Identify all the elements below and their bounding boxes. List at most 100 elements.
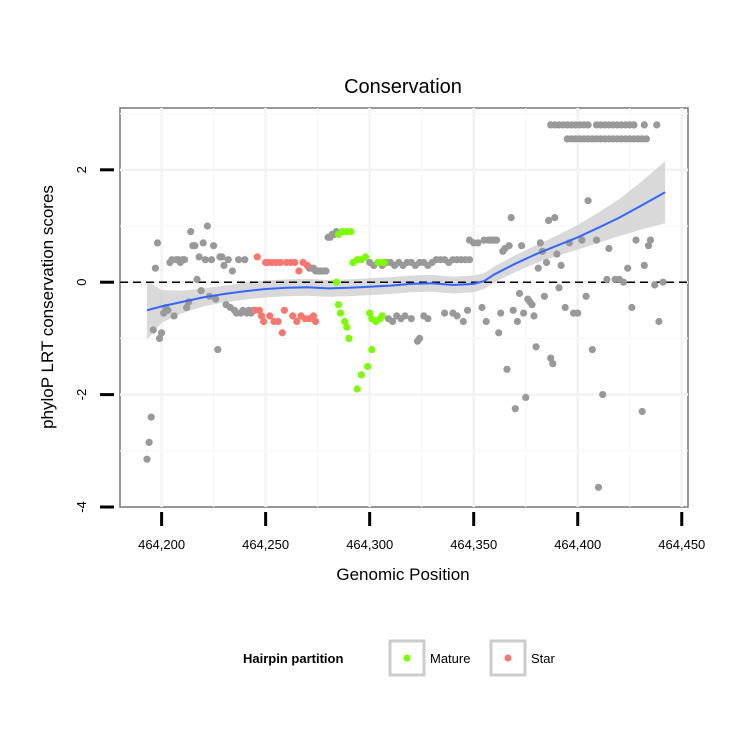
point-other-117 bbox=[493, 236, 501, 244]
point-mature-7 bbox=[361, 253, 370, 261]
point-star-11 bbox=[274, 317, 282, 326]
point-star-18 bbox=[291, 258, 299, 267]
legend-star-dot bbox=[504, 654, 512, 662]
point-other-47 bbox=[241, 256, 249, 264]
point-other-44 bbox=[235, 256, 243, 264]
point-other-195 bbox=[640, 121, 648, 129]
point-other-149 bbox=[561, 303, 569, 312]
point-other-194 bbox=[630, 121, 638, 129]
point-other-39 bbox=[224, 256, 232, 264]
y-axis-label: phyloP LRT conservation scores bbox=[38, 185, 57, 429]
point-other-1 bbox=[145, 438, 153, 446]
point-other-165 bbox=[624, 264, 632, 272]
x-tick-label-5: 464,450 bbox=[658, 537, 705, 552]
point-other-24 bbox=[193, 275, 201, 283]
legend-title: Hairpin partition bbox=[243, 651, 343, 666]
point-other-137 bbox=[534, 264, 542, 272]
point-other-26 bbox=[197, 287, 205, 295]
point-mature-14 bbox=[341, 317, 349, 326]
point-other-110 bbox=[478, 303, 486, 312]
point-other-105 bbox=[459, 317, 467, 326]
point-other-216 bbox=[642, 135, 651, 143]
point-other-130 bbox=[520, 309, 528, 317]
legend-entry-mature: Mature bbox=[388, 639, 470, 677]
point-other-125 bbox=[509, 306, 517, 314]
point-other-142 bbox=[545, 216, 553, 224]
y-tick-label-2: 0 bbox=[74, 279, 89, 286]
point-other-112 bbox=[482, 317, 490, 326]
chart-title: Conservation bbox=[344, 76, 462, 98]
point-other-119 bbox=[497, 309, 505, 317]
point-other-118 bbox=[495, 329, 503, 337]
x-tick-label-0: 464,200 bbox=[138, 537, 185, 552]
point-other-104 bbox=[453, 312, 461, 320]
point-star-14 bbox=[280, 306, 288, 314]
point-other-172 bbox=[651, 281, 659, 289]
point-mature-16 bbox=[345, 334, 353, 342]
point-other-131 bbox=[522, 393, 530, 401]
point-other-155 bbox=[584, 197, 592, 205]
point-other-141 bbox=[542, 258, 551, 267]
point-other-33 bbox=[212, 295, 220, 303]
point-other-169 bbox=[640, 261, 648, 269]
point-other-3 bbox=[149, 326, 157, 334]
legend-label-star: Star bbox=[531, 651, 556, 666]
point-star-7 bbox=[266, 312, 274, 320]
point-star-27 bbox=[312, 317, 320, 326]
point-other-36 bbox=[218, 253, 226, 261]
point-other-128 bbox=[515, 289, 524, 298]
series-mature bbox=[332, 228, 388, 393]
legend-label-mature: Mature bbox=[430, 651, 470, 666]
point-other-174 bbox=[659, 278, 667, 286]
point-star-24 bbox=[303, 261, 311, 269]
point-star-17 bbox=[289, 312, 297, 320]
point-other-164 bbox=[619, 278, 628, 286]
point-other-129 bbox=[518, 242, 526, 250]
confidence-ribbon bbox=[147, 161, 666, 340]
point-other-25 bbox=[195, 253, 203, 261]
point-other-102 bbox=[441, 309, 449, 317]
x-axis-label: Genomic Position bbox=[336, 565, 469, 584]
series-star bbox=[251, 253, 320, 337]
point-other-166 bbox=[628, 303, 636, 312]
point-mature-18 bbox=[357, 371, 365, 379]
point-other-101 bbox=[424, 315, 432, 323]
point-other-143 bbox=[547, 354, 555, 362]
x-axis: 464,200 464,250 464,300 464,350 464,400 464,4… bbox=[138, 512, 705, 552]
y-tick-label-0: -4 bbox=[74, 501, 89, 513]
point-other-135 bbox=[530, 312, 538, 320]
point-star-13 bbox=[278, 329, 286, 337]
point-other-140 bbox=[540, 292, 549, 300]
point-other-157 bbox=[592, 236, 601, 244]
point-other-144 bbox=[549, 360, 557, 368]
point-other-41 bbox=[228, 267, 236, 275]
point-star-26 bbox=[309, 312, 318, 320]
point-mature-10 bbox=[380, 258, 388, 267]
point-other-126 bbox=[511, 405, 519, 413]
point-other-122 bbox=[503, 365, 511, 373]
point-other-148 bbox=[557, 261, 565, 269]
point-star-2 bbox=[255, 306, 263, 314]
point-other-153 bbox=[578, 236, 586, 244]
point-other-93 bbox=[389, 317, 397, 326]
plot-panel bbox=[119, 107, 689, 508]
point-star-12 bbox=[276, 258, 284, 267]
point-other-10 bbox=[164, 306, 172, 314]
point-mature-25 bbox=[378, 312, 386, 320]
point-other-6 bbox=[155, 334, 164, 342]
data-points bbox=[143, 121, 667, 491]
point-other-170 bbox=[644, 242, 653, 250]
point-mature-13 bbox=[336, 309, 345, 317]
point-other-106 bbox=[463, 306, 472, 314]
point-mature-15 bbox=[343, 323, 351, 331]
confidence-ribbon-layer bbox=[147, 161, 666, 340]
point-other-91 bbox=[465, 256, 474, 264]
point-other-23 bbox=[191, 242, 199, 250]
point-other-167 bbox=[632, 236, 640, 244]
point-other-109 bbox=[474, 239, 482, 247]
y-tick-label-1: -2 bbox=[74, 389, 89, 401]
point-other-13 bbox=[170, 312, 178, 320]
legend-entry-star: Star bbox=[489, 639, 556, 677]
point-star-4 bbox=[260, 317, 268, 326]
